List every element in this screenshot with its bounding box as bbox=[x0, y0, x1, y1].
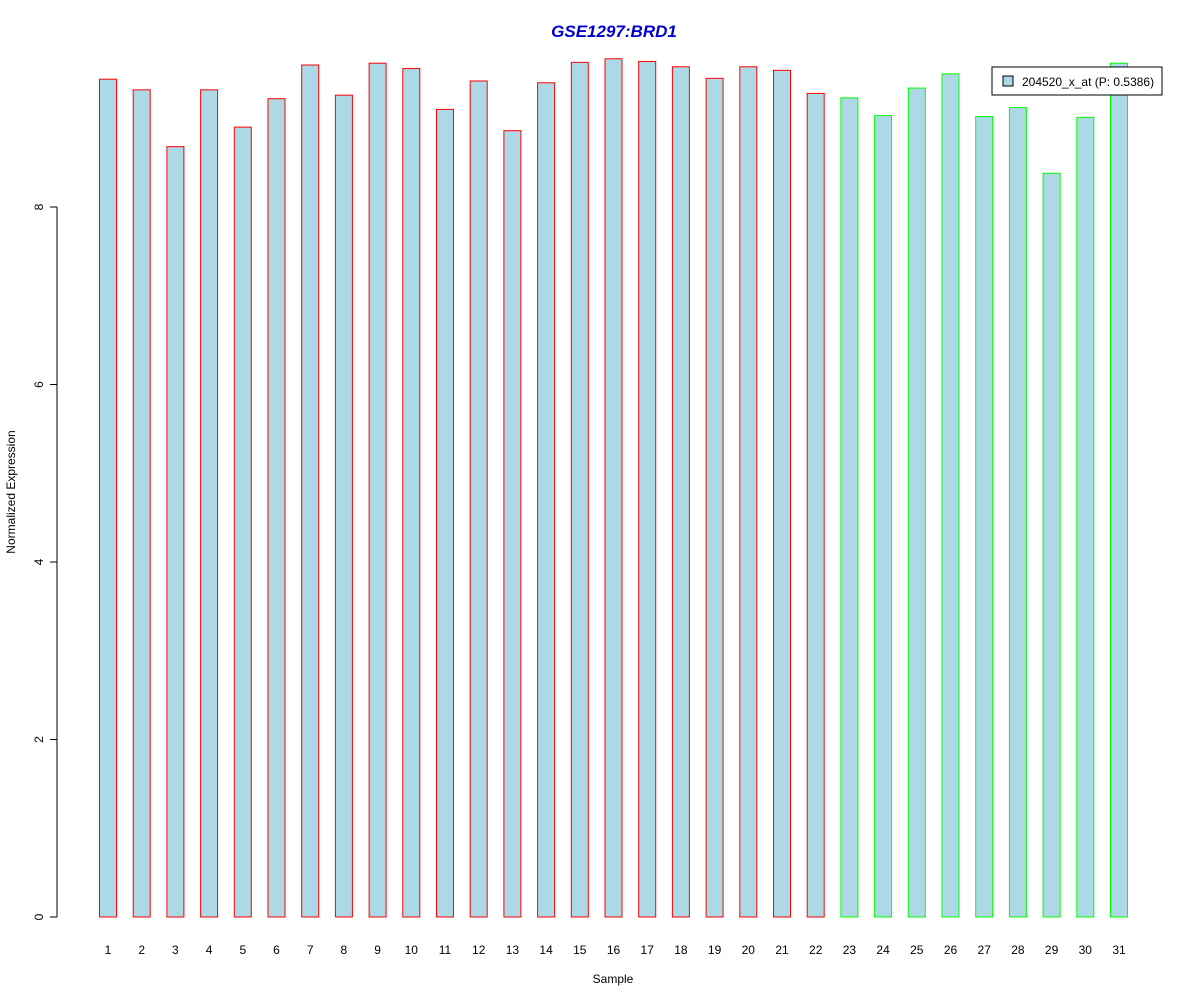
bar-sample-8 bbox=[334, 94, 353, 918]
bar-sample-5 bbox=[233, 126, 252, 918]
chart-title: GSE1297:BRD1 bbox=[551, 22, 677, 41]
bar-sample-7 bbox=[301, 64, 320, 918]
x-tick-label: 5 bbox=[239, 943, 246, 957]
x-tick-label: 29 bbox=[1045, 943, 1059, 957]
x-tick-label: 19 bbox=[708, 943, 722, 957]
y-axis-ticks: 0 2 4 6 8 bbox=[32, 203, 57, 920]
y-tick-label: 8 bbox=[32, 203, 46, 210]
x-tick-label: 4 bbox=[206, 943, 213, 957]
bar-sample-21 bbox=[773, 69, 791, 918]
bar-sample-6 bbox=[267, 98, 286, 918]
x-tick-label: 8 bbox=[341, 943, 348, 957]
y-tick-label: 4 bbox=[32, 558, 46, 565]
x-tick-label: 3 bbox=[172, 943, 179, 957]
x-tick-label: 10 bbox=[405, 943, 419, 957]
x-tick-label: 12 bbox=[472, 943, 486, 957]
bar-sample-13 bbox=[503, 130, 522, 918]
bar-sample-10 bbox=[402, 68, 421, 918]
bar-sample-30 bbox=[1076, 116, 1095, 918]
x-tick-label: 24 bbox=[876, 943, 890, 957]
bar-sample-23 bbox=[840, 97, 859, 918]
x-tick-label: 21 bbox=[775, 943, 789, 957]
legend: 204520_x_at (P: 0.5386) bbox=[991, 66, 1163, 96]
bar-sample-11 bbox=[436, 108, 454, 918]
x-tick-label: 23 bbox=[843, 943, 857, 957]
bar-sample-1 bbox=[99, 78, 117, 918]
x-tick-label: 20 bbox=[742, 943, 756, 957]
bars-group bbox=[99, 58, 1128, 918]
bar-sample-24 bbox=[874, 115, 893, 918]
x-tick-label: 22 bbox=[809, 943, 823, 957]
bar-sample-3 bbox=[166, 146, 185, 918]
x-tick-label: 17 bbox=[641, 943, 655, 957]
x-tick-label: 9 bbox=[374, 943, 381, 957]
bar-sample-17 bbox=[638, 60, 657, 918]
x-tick-label: 26 bbox=[944, 943, 958, 957]
x-tick-label: 28 bbox=[1011, 943, 1025, 957]
y-tick-label: 0 bbox=[32, 913, 46, 920]
bar-sample-31 bbox=[1110, 62, 1128, 918]
bar-sample-28 bbox=[1008, 107, 1027, 918]
x-tick-label: 7 bbox=[307, 943, 314, 957]
legend-box bbox=[991, 66, 1163, 96]
bar-sample-14 bbox=[537, 82, 556, 918]
x-axis-label: Sample bbox=[593, 972, 634, 986]
bar-sample-29 bbox=[1042, 172, 1061, 918]
x-tick-label: 31 bbox=[1112, 943, 1126, 957]
y-tick-label: 6 bbox=[32, 381, 46, 388]
bar-sample-18 bbox=[671, 66, 690, 918]
x-tick-label: 2 bbox=[138, 943, 145, 957]
bar-sample-27 bbox=[975, 115, 994, 918]
bar-sample-20 bbox=[739, 66, 758, 918]
bar-sample-15 bbox=[570, 61, 589, 918]
y-tick-label: 2 bbox=[32, 736, 46, 743]
bar-sample-25 bbox=[907, 87, 926, 918]
x-axis-tick-labels: 1 2 3 4 5 6 7 8 9 10 11 12 13 14 15 16 17 18 19 20 21 22 23 24 2… bbox=[105, 943, 1126, 957]
legend-label: 204520_x_at (P: 0.5386) bbox=[1022, 75, 1154, 89]
y-axis-label: Normalized Expression bbox=[4, 430, 18, 553]
x-tick-label: 25 bbox=[910, 943, 924, 957]
bar-sample-9 bbox=[368, 62, 387, 918]
bar-sample-16 bbox=[604, 58, 623, 918]
x-tick-label: 27 bbox=[978, 943, 992, 957]
x-tick-label: 11 bbox=[439, 943, 452, 957]
x-tick-label: 13 bbox=[506, 943, 520, 957]
bar-sample-26 bbox=[941, 73, 960, 918]
bar-sample-12 bbox=[469, 80, 488, 918]
x-tick-label: 18 bbox=[674, 943, 688, 957]
bar-sample-2 bbox=[132, 89, 151, 918]
x-tick-label: 6 bbox=[273, 943, 280, 957]
bar-sample-19 bbox=[705, 77, 724, 918]
x-tick-label: 1 bbox=[105, 943, 112, 957]
bar-sample-22 bbox=[806, 92, 825, 918]
x-tick-label: 14 bbox=[539, 943, 553, 957]
legend-swatch bbox=[1002, 75, 1014, 87]
x-tick-label: 30 bbox=[1079, 943, 1093, 957]
x-tick-label: 16 bbox=[607, 943, 621, 957]
x-tick-label: 15 bbox=[573, 943, 587, 957]
bar-sample-4 bbox=[200, 89, 219, 918]
